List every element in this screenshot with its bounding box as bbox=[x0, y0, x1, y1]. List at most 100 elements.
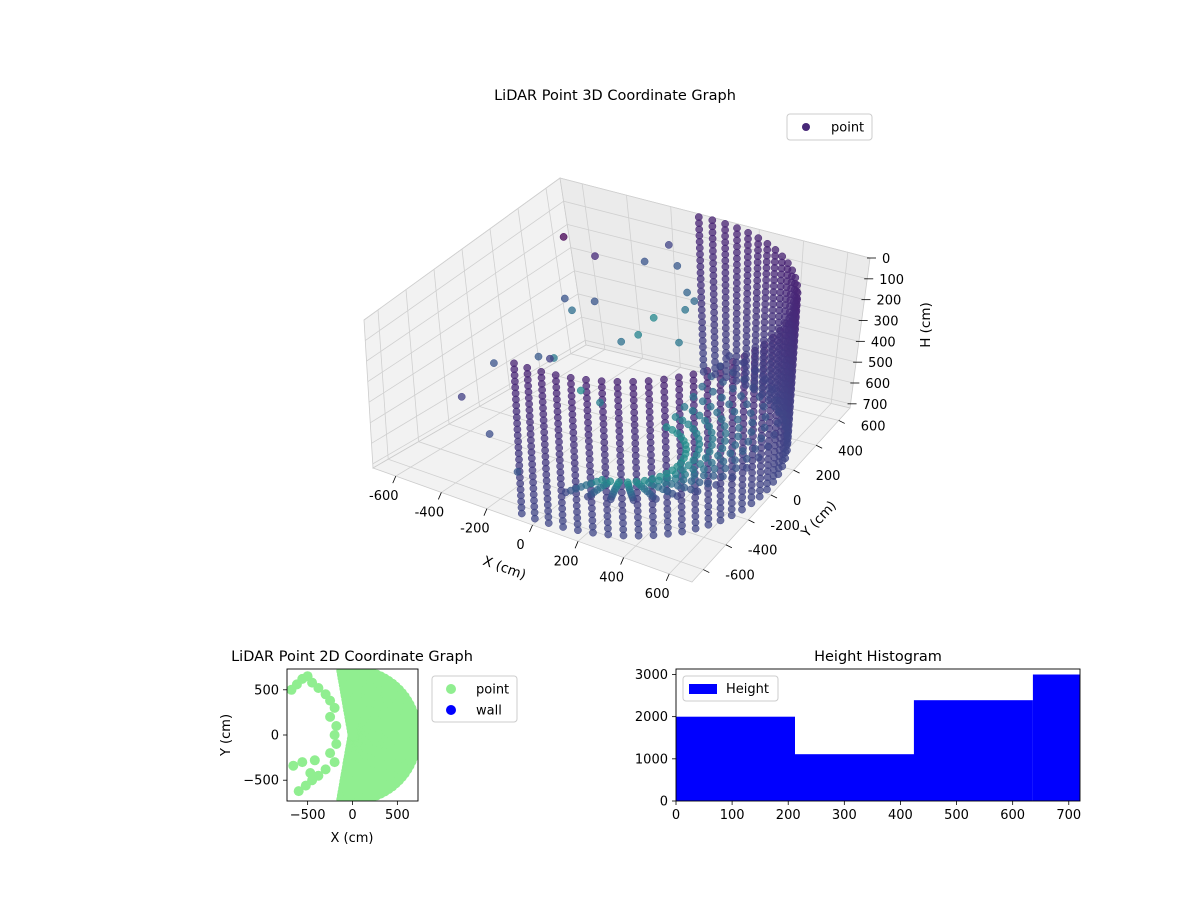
chart2d-legend-label-point: point bbox=[476, 683, 509, 698]
xtick-3d bbox=[665, 573, 670, 582]
ytick-3d bbox=[703, 569, 710, 573]
data-point-3d bbox=[690, 297, 699, 305]
data-point-3d bbox=[619, 531, 628, 540]
data-point-3d bbox=[673, 262, 682, 270]
ytick-label-hist: 0 bbox=[660, 795, 668, 810]
data-point-3d bbox=[590, 297, 599, 306]
chart3d-xlabel: X (cm) bbox=[481, 553, 528, 583]
chart3d-zlabel: H (cm) bbox=[918, 302, 934, 348]
histogram-bars bbox=[676, 674, 1080, 801]
data-point-3d bbox=[534, 352, 543, 361]
data-point-2d bbox=[329, 757, 340, 768]
data-point-3d bbox=[714, 451, 722, 460]
data-point-2d bbox=[329, 730, 340, 740]
data-point-3d bbox=[725, 400, 733, 409]
data-point-3d bbox=[720, 422, 729, 430]
xtick-label-3d: -400 bbox=[415, 505, 445, 520]
data-point-3d bbox=[708, 441, 716, 450]
data-point-3d bbox=[719, 457, 728, 466]
data-point-3d bbox=[707, 458, 716, 467]
xtick-3d bbox=[574, 541, 579, 549]
data-point-3d bbox=[734, 432, 743, 441]
data-point-2d bbox=[288, 760, 299, 771]
gridline-y bbox=[545, 188, 839, 421]
data-point-3d bbox=[649, 531, 658, 540]
data-point-3d bbox=[770, 431, 779, 439]
data-point-3d bbox=[678, 416, 687, 425]
data-point-2d bbox=[325, 711, 336, 722]
xtick-label-3d: 0 bbox=[516, 538, 524, 553]
data-point-2d bbox=[325, 695, 336, 706]
data-point-3d bbox=[719, 472, 727, 481]
data-point-3d bbox=[730, 407, 739, 416]
data-point-3d bbox=[708, 434, 717, 443]
histogram-title: Height Histogram bbox=[814, 649, 942, 665]
data-point-3d bbox=[732, 376, 741, 385]
ytick-label-3d: -600 bbox=[725, 569, 755, 584]
data-point-3d bbox=[732, 464, 740, 472]
histogram-legend-box bbox=[682, 675, 779, 702]
data-point-3d bbox=[693, 487, 702, 496]
ytick-label-3d: 200 bbox=[816, 469, 841, 484]
data-point-3d bbox=[713, 408, 721, 417]
data-point-3d bbox=[574, 526, 582, 535]
data-point-3d bbox=[709, 387, 717, 396]
chart2d-legend-marker-point bbox=[446, 684, 456, 694]
xtick-3d bbox=[392, 475, 397, 484]
data-point-3d bbox=[604, 530, 613, 539]
data-point-2d bbox=[305, 768, 316, 778]
data-point-3d bbox=[517, 509, 526, 518]
data-point-3d bbox=[632, 477, 641, 486]
data-point-3d bbox=[623, 478, 632, 487]
data-point-3d bbox=[721, 437, 729, 445]
xtick-3d bbox=[529, 524, 533, 533]
data-point-3d bbox=[779, 416, 787, 424]
data-point-3d bbox=[726, 449, 735, 458]
xtick-label-hist: 500 bbox=[944, 808, 969, 823]
data-point-3d bbox=[718, 393, 726, 402]
histogram-bar bbox=[1032, 674, 1080, 801]
histogram-legend-swatch bbox=[689, 684, 717, 694]
data-point-3d bbox=[692, 429, 701, 438]
ytick-3d bbox=[815, 444, 823, 449]
gridline-x bbox=[441, 195, 643, 493]
data-point-2d bbox=[309, 755, 320, 766]
ytick-label-2d: −500 bbox=[243, 774, 279, 789]
data-point-3d bbox=[748, 418, 757, 427]
ytick-label-hist: 3000 bbox=[635, 668, 668, 683]
data-point-3d bbox=[664, 241, 673, 249]
data-point-3d bbox=[778, 462, 787, 471]
ytick-3d bbox=[725, 544, 733, 549]
data-point-3d bbox=[758, 390, 766, 399]
data-point-3d bbox=[656, 472, 664, 481]
histogram-ticks: 0 100 200 300 400 500 600 700 0 1000 2000 3000 bbox=[635, 668, 1081, 823]
ztick-label-3d: 0 bbox=[882, 252, 890, 267]
gridline-z bbox=[363, 177, 871, 321]
ytick-label-2d: 0 bbox=[271, 729, 279, 744]
ztick-label-3d: 500 bbox=[868, 356, 893, 371]
data-point-3d bbox=[589, 528, 597, 537]
data-point-3d bbox=[705, 447, 714, 456]
data-point-3d bbox=[704, 520, 713, 529]
xtick-label-3d: 400 bbox=[599, 571, 624, 586]
xtick-label-3d: -600 bbox=[369, 489, 399, 504]
data-point-3d bbox=[743, 400, 751, 409]
data-point-3d bbox=[706, 402, 715, 411]
data-point-3d bbox=[568, 306, 576, 315]
data-point-3d bbox=[687, 485, 695, 494]
data-point-3d bbox=[760, 423, 769, 432]
data-point-3d bbox=[678, 527, 686, 536]
chart3d-title: LiDAR Point 3D Coordinate Graph bbox=[494, 88, 736, 104]
gridline-x bbox=[668, 252, 849, 575]
xtick-label-hist: 100 bbox=[720, 808, 745, 823]
data-point-3d bbox=[733, 415, 742, 424]
data-point-3d bbox=[747, 499, 756, 508]
gridline-x bbox=[486, 206, 681, 510]
data-point-3d bbox=[709, 472, 718, 480]
scatter3d-chart: LiDAR Point 3D Coordinate Graph -600 -400… bbox=[363, 88, 934, 602]
chart2d-ticks: −500 0 500 −500 0 500 bbox=[243, 683, 409, 823]
data-point-3d bbox=[742, 454, 751, 463]
chart3d-ylabel: Y (cm) bbox=[798, 498, 840, 542]
data-point-2d bbox=[336, 669, 347, 676]
xtick-3d bbox=[437, 492, 442, 500]
